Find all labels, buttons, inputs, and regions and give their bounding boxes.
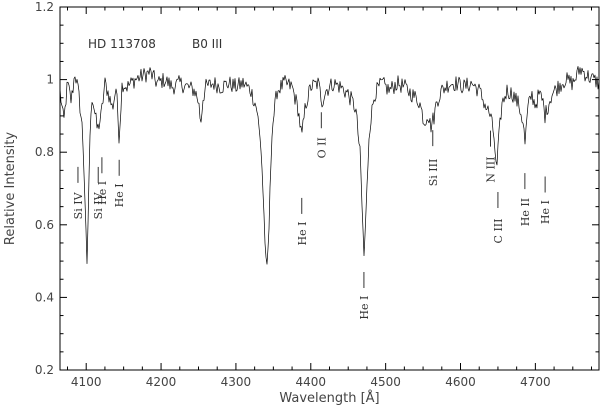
y-tick-label: 1.2 (35, 0, 54, 14)
line-id-label: O II (315, 137, 328, 158)
y-tick-label: 0.6 (35, 218, 54, 232)
axis-ticks: 4100 4200 4300 4400 4500 4600 4700 0.2 0.4 0.6 0.8… (35, 0, 599, 389)
x-tick-label: 4200 (146, 375, 177, 389)
line-id-label: He I (96, 181, 109, 205)
x-tick-label: 4500 (370, 375, 401, 389)
x-tick-label: 4600 (445, 375, 476, 389)
y-tick-label: 0.2 (35, 363, 54, 377)
line-id-label: He I (296, 222, 309, 246)
x-tick-label: 4700 (520, 375, 551, 389)
line-id-label: He II (519, 198, 532, 226)
y-tick-label: 0.8 (35, 145, 54, 159)
y-tick-label: 1 (46, 73, 54, 87)
spectral-type: B0 III (192, 37, 222, 51)
x-tick-label: 4300 (221, 375, 252, 389)
y-tick-label: 0.4 (35, 290, 54, 304)
spectrum-line (59, 66, 600, 265)
y-axis-label: Relative Intensity (3, 132, 18, 245)
line-id-label: C III (492, 219, 505, 244)
line-id-label: Si IV (92, 191, 105, 219)
line-id-label: Si IV (72, 191, 85, 219)
star-name: HD 113708 (88, 37, 156, 51)
spectrum-layer (59, 66, 600, 265)
line-id-label: N III (485, 157, 498, 183)
line-id-label: He I (539, 200, 552, 224)
x-tick-label: 4400 (296, 375, 327, 389)
line-id-label: He I (113, 183, 126, 207)
x-tick-label: 4100 (71, 375, 102, 389)
plot-frame (59, 6, 600, 371)
line-id-label: He I (358, 296, 371, 320)
line-id-label: Si III (427, 159, 440, 187)
x-axis-label: Wavelength [Å] (279, 390, 379, 406)
